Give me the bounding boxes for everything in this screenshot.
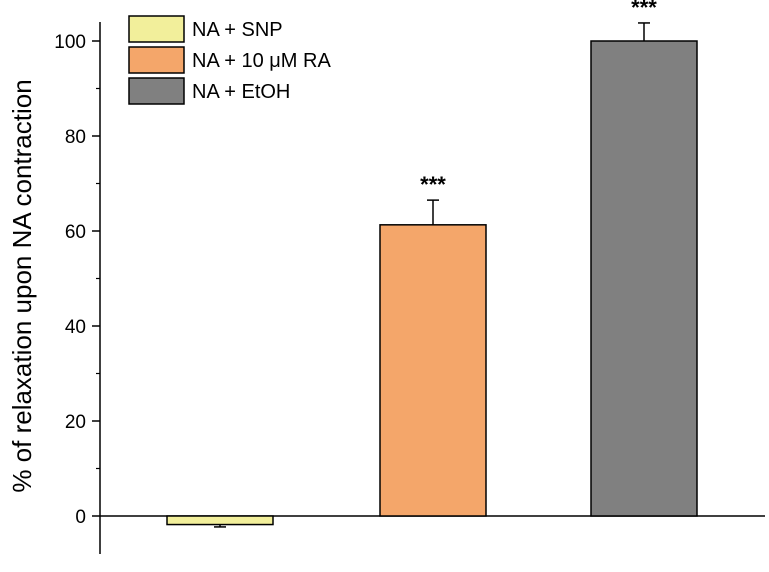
bar-1: [166, 515, 274, 526]
y-axis-label: % of relaxation upon NA contraction: [7, 79, 37, 492]
bars: *** ***: [166, 0, 698, 528]
bar-2: [379, 224, 487, 517]
legend-swatch: [128, 46, 185, 74]
legend-label: NA + SNP: [192, 19, 283, 41]
y-tick-label: 20: [65, 412, 86, 433]
legend-swatch: [128, 15, 185, 43]
y-tick-label: 60: [65, 222, 86, 243]
significance-label: ***: [420, 172, 446, 197]
legend-label: NA + EtOH: [192, 81, 290, 103]
y-tick-label: 0: [75, 507, 86, 528]
legend-swatch: [128, 77, 185, 105]
legend-label: NA + 10 μM RA: [192, 50, 331, 72]
legend: NA + SNP NA + 10 μM RA NA + EtOH: [128, 15, 331, 105]
bar-3: [590, 40, 698, 517]
y-tick-label: 80: [65, 127, 86, 148]
y-tick-label: 40: [65, 317, 86, 338]
y-tick-label: 100: [54, 32, 86, 53]
significance-label: ***: [631, 0, 657, 20]
